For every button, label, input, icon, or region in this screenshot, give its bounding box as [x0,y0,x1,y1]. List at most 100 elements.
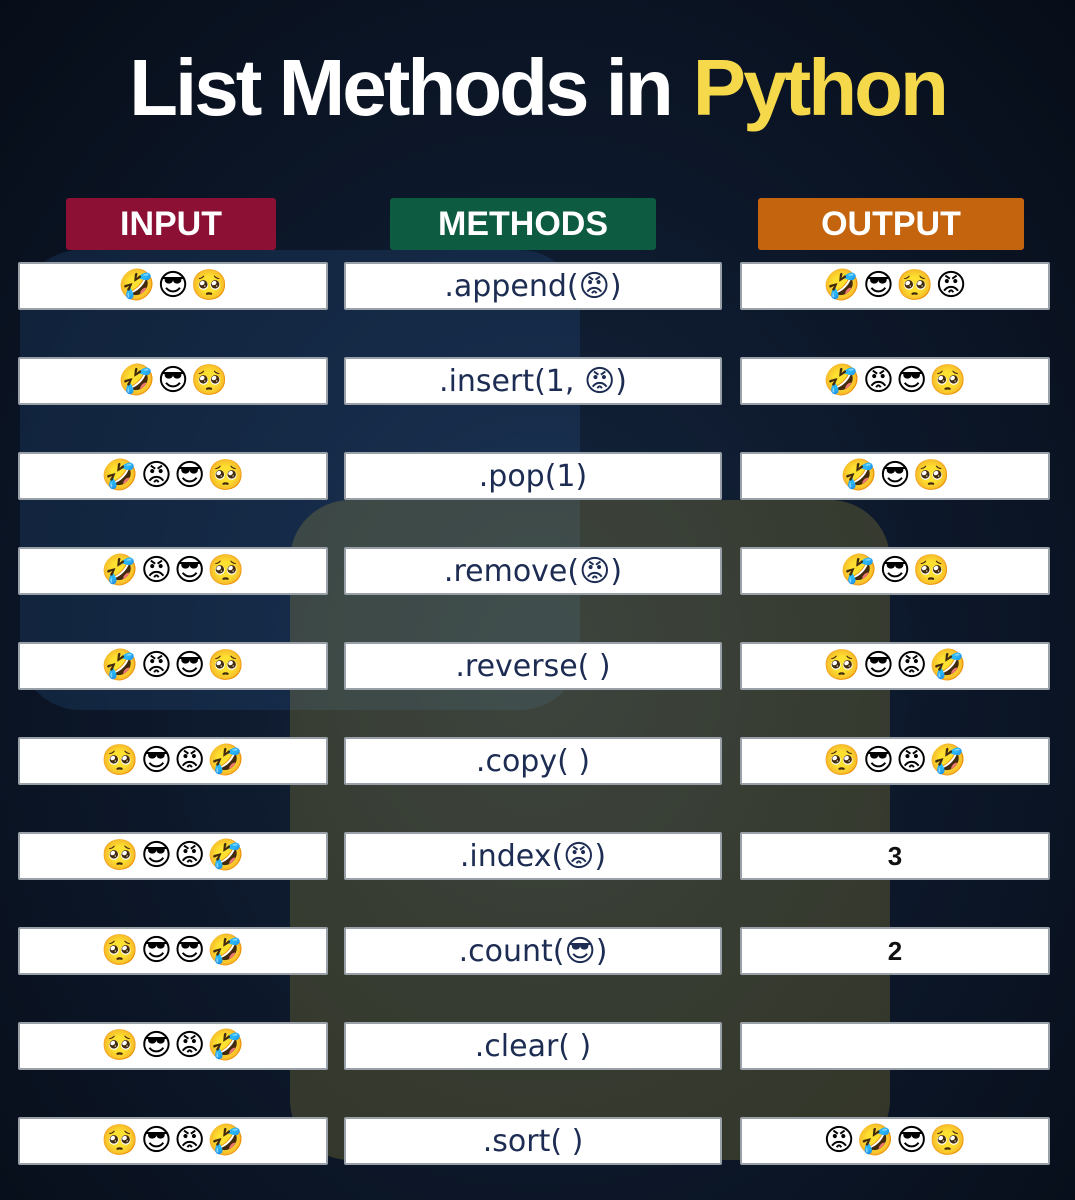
emoji: 🤣 [929,648,967,683]
emoji: 😎 [896,363,928,398]
emoji: 🥺 [912,458,950,493]
title-text: List Methods in [129,43,674,132]
input-box: 🥺 😎 😡 🤣 [18,1022,328,1070]
emoji: 🥺 [929,363,967,398]
emoji: 😡 [140,553,172,588]
emoji: 🥺 [207,648,245,683]
method: .copy( ) [475,743,591,779]
emoji: 😡 [896,648,928,683]
emoji: 🥺 [190,268,228,303]
header-methods: METHODS [390,198,656,250]
emoji: 😎 [140,743,172,778]
emoji: 😎 [157,363,189,398]
emoji: 🥺 [896,268,934,303]
input-box: 🤣 😎 🥺 [18,262,328,310]
emoji: 🤣 [207,933,245,968]
emoji: 😎 [862,648,894,683]
title: List Methods in Python [0,42,1075,134]
emoji: 😎 [157,268,189,303]
output-box [740,1022,1050,1070]
method: .count(😎) [458,933,608,969]
emoji: 😎 [140,1028,172,1063]
input-box: 🥺 😎 😡 🤣 [18,1117,328,1165]
emoji: 🥺 [190,363,228,398]
emoji: 🤣 [840,553,878,588]
method-box: .count(😎) [344,927,722,975]
method: .insert(1, 😡) [439,363,627,399]
method: .reverse( ) [455,648,611,684]
emoji: 😡 [896,743,928,778]
output-value: 3 [887,840,903,871]
method: .index(😡) [459,838,607,874]
emoji: 🥺 [823,648,861,683]
emoji: 😡 [862,363,894,398]
emoji: 🤣 [207,743,245,778]
emoji: 😎 [879,553,911,588]
input-box: 🤣 😡 😎 🥺 [18,452,328,500]
emoji: 😎 [140,838,172,873]
input-box: 🥺 😎 😎 🤣 [18,927,328,975]
emoji: 😡 [174,838,206,873]
emoji: 🥺 [101,1123,139,1158]
emoji: 😎 [862,268,894,303]
emoji: 🤣 [101,648,139,683]
emoji: 🥺 [101,1028,139,1063]
header-output: OUTPUT [758,198,1024,250]
emoji: 😎 [174,933,206,968]
method-box: .insert(1, 😡) [344,357,722,405]
emoji: 🥺 [101,743,139,778]
emoji: 🥺 [207,553,245,588]
method: .append(😡) [444,268,622,304]
emoji: 🥺 [207,458,245,493]
output-box: 🥺 😎 😡 🤣 [740,737,1050,785]
output-box: 🤣 😎 🥺 [740,452,1050,500]
method: .pop(1) [478,458,588,494]
output-box: 🤣 😡 😎 🥺 [740,357,1050,405]
title-highlight: Python [692,43,949,132]
emoji: 😡 [823,1123,855,1158]
emoji: 😡 [174,1028,206,1063]
emoji: 😎 [174,648,206,683]
emoji: 😡 [140,648,172,683]
emoji: 😎 [896,1123,928,1158]
emoji: 🥺 [929,1123,967,1158]
input-box: 🤣 😡 😎 🥺 [18,642,328,690]
emoji: 😡 [174,1123,206,1158]
emoji: 🤣 [840,458,878,493]
emoji: 🤣 [929,743,967,778]
method-box: .clear( ) [344,1022,722,1070]
emoji: 🤣 [118,268,156,303]
method-box: .copy( ) [344,737,722,785]
method: .sort( ) [482,1123,584,1159]
method-box: .append(😡) [344,262,722,310]
emoji: 🤣 [207,838,245,873]
emoji: 🤣 [823,268,861,303]
output-box: 🤣 😎 🥺 😡 [740,262,1050,310]
input-box: 🥺 😎 😡 🤣 [18,832,328,880]
output-box: 😡 🤣 😎 🥺 [740,1117,1050,1165]
method-box: .reverse( ) [344,642,722,690]
emoji: 🤣 [101,553,139,588]
method-box: .remove(😡) [344,547,722,595]
header-input: INPUT [66,198,276,250]
input-box: 🥺 😎 😡 🤣 [18,737,328,785]
emoji: 🥺 [823,743,861,778]
output-box: 🥺 😎 😡 🤣 [740,642,1050,690]
emoji: 😎 [174,553,206,588]
emoji: 😎 [140,1123,172,1158]
method-box: .index(😡) [344,832,722,880]
emoji: 🤣 [823,363,861,398]
emoji: 😡 [935,268,967,303]
emoji: 🥺 [101,838,139,873]
method-box: .pop(1) [344,452,722,500]
emoji: 🤣 [207,1028,245,1063]
method: .remove(😡) [443,553,623,589]
emoji: 🥺 [101,933,139,968]
output-value: 2 [887,935,903,966]
emoji: 😎 [140,933,172,968]
emoji: 😎 [879,458,911,493]
input-box: 🤣 😎 🥺 [18,357,328,405]
emoji: 😡 [174,743,206,778]
emoji: 😎 [174,458,206,493]
